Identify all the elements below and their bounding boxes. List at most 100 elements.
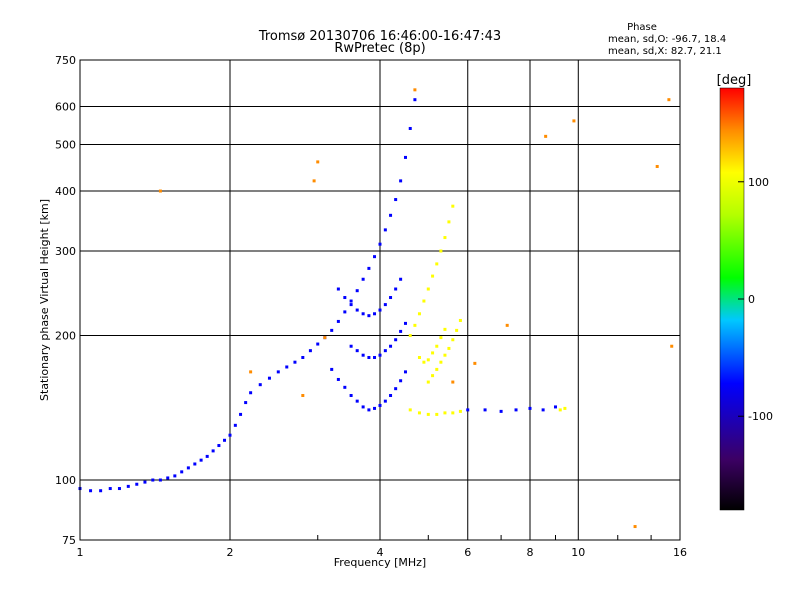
data-point (422, 360, 426, 364)
data-point (426, 380, 430, 384)
data-point (373, 355, 377, 359)
data-point (367, 408, 371, 412)
data-point (422, 299, 426, 303)
data-point (361, 312, 365, 316)
data-point (367, 314, 371, 318)
data-point (99, 489, 103, 493)
data-point (435, 262, 439, 266)
data-point (349, 299, 353, 303)
data-point (180, 470, 184, 474)
data-point (473, 361, 477, 365)
data-point (217, 444, 221, 448)
data-point (301, 355, 305, 359)
y-axis-label: Stationary phase Virtual Height [km] (38, 199, 51, 401)
data-point (211, 449, 215, 453)
data-point (383, 228, 387, 232)
chart-title: Tromsø 20130706 16:46:00-16:47:43 (258, 29, 501, 44)
data-point (361, 405, 365, 409)
chart-subtitle: RwPretec (8p) (334, 41, 425, 56)
data-point (394, 198, 398, 202)
data-point (158, 189, 162, 193)
data-point (378, 242, 382, 246)
phase-box-title: Phase (627, 22, 657, 33)
data-point (447, 346, 451, 350)
data-point (443, 411, 447, 415)
data-point (439, 336, 443, 340)
data-point (403, 155, 407, 159)
data-point (417, 411, 421, 415)
data-point (443, 327, 447, 331)
data-point (223, 438, 227, 442)
data-point (373, 255, 377, 259)
data-point (383, 349, 387, 353)
data-point (373, 406, 377, 410)
y-tick-label: 500 (55, 139, 76, 152)
data-point (186, 466, 190, 470)
data-point (431, 351, 435, 355)
data-point (336, 377, 340, 381)
data-point (293, 360, 297, 364)
data-point (389, 213, 393, 217)
data-point (267, 376, 271, 380)
data-point (316, 342, 320, 346)
data-point (439, 249, 443, 253)
colorbar-ticks: 100 0 -100 (738, 176, 773, 423)
data-point (451, 380, 455, 384)
data-point (258, 383, 262, 387)
data-point (355, 349, 359, 353)
x-tick-label: 2 (227, 546, 234, 559)
data-point (361, 277, 365, 281)
data-point (373, 312, 377, 316)
data-point (151, 478, 155, 482)
data-point (389, 296, 393, 300)
data-point (394, 387, 398, 391)
data-point (413, 323, 417, 327)
x-tick-label: 10 (571, 546, 585, 559)
x-tick-label: 4 (377, 546, 384, 559)
data-point (447, 220, 451, 224)
data-point (126, 484, 130, 488)
data-point (553, 405, 557, 409)
data-point (655, 164, 659, 168)
data-point (349, 394, 353, 398)
y-tick-label: 600 (55, 101, 76, 114)
data-point (389, 394, 393, 398)
data-point (572, 119, 576, 123)
data-points (78, 88, 674, 529)
data-point (378, 403, 382, 407)
grid-lines (80, 60, 680, 540)
x-tick-label: 16 (673, 546, 687, 559)
data-point (355, 399, 359, 403)
data-point (403, 321, 407, 325)
data-point (249, 370, 253, 374)
data-point (312, 179, 316, 183)
data-point (158, 478, 162, 482)
data-point (399, 329, 403, 333)
y-tick-label: 300 (55, 245, 76, 258)
data-point (399, 179, 403, 183)
data-point (383, 399, 387, 403)
data-point (89, 489, 93, 493)
y-tick-label: 200 (55, 330, 76, 343)
data-point (389, 344, 393, 348)
data-point (458, 318, 462, 322)
data-point (336, 319, 340, 323)
data-point (541, 408, 545, 412)
data-point (301, 394, 305, 398)
data-point (394, 338, 398, 342)
data-point (431, 274, 435, 278)
data-point (408, 126, 412, 130)
data-point (417, 312, 421, 316)
phase-box-line-x: mean, sd,X: 82.7, 21.1 (608, 46, 722, 57)
data-point (451, 204, 455, 208)
x-tick-label: 6 (464, 546, 471, 559)
y-tick-label: 750 (55, 54, 76, 67)
data-point (455, 328, 459, 332)
data-point (166, 476, 170, 480)
data-point (394, 287, 398, 291)
data-point (435, 344, 439, 348)
data-point (443, 353, 447, 357)
data-point (426, 287, 430, 291)
data-point (514, 408, 518, 412)
data-point (330, 328, 334, 332)
